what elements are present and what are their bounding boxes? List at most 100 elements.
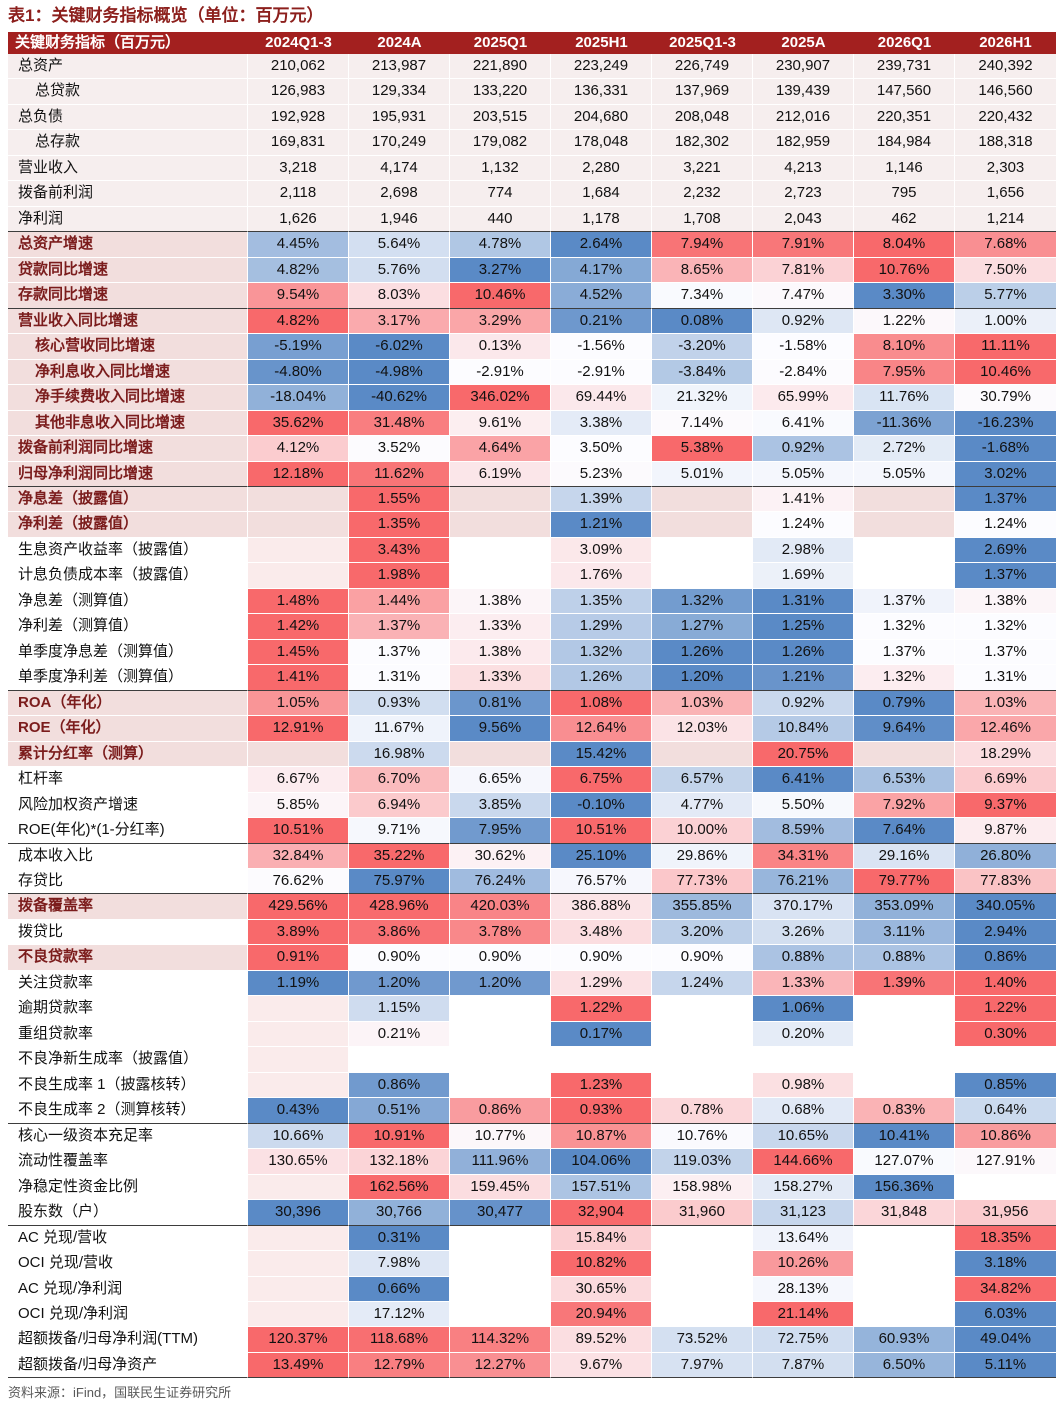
data-cell: 30,477 <box>450 1200 551 1226</box>
data-cell: 32.84% <box>248 843 349 869</box>
row-label: 净利润 <box>8 206 248 233</box>
data-cell: 65.99% <box>753 385 854 411</box>
row-label: 风险加权资产增速 <box>8 792 248 819</box>
table-row: 超额拨备/归母净资产 13.49% 12.79% 12.27% 9.67% 7.97% 7.… <box>8 1352 1056 1379</box>
data-cell <box>652 486 753 513</box>
data-cell <box>753 1047 854 1073</box>
table-header-row: 关键财务指标（百万元） 2024Q1-3 2024A 2025Q1 2025H1… <box>8 32 1056 54</box>
data-cell <box>854 486 955 513</box>
data-cell: 3.02% <box>955 461 1056 487</box>
data-cell: 34.82% <box>955 1276 1056 1302</box>
data-cell: 1.48% <box>248 588 349 615</box>
data-cell: 1.19% <box>248 970 349 997</box>
data-cell: 11.67% <box>349 716 450 742</box>
data-cell: 3.50% <box>551 436 652 462</box>
row-label: OCI 兑现/净利润 <box>8 1301 248 1328</box>
data-cell: 1.32% <box>955 614 1056 640</box>
row-label: 营业收入同比增速 <box>8 308 248 335</box>
data-cell: 1.24% <box>955 512 1056 538</box>
data-cell: 1,146 <box>854 155 955 182</box>
data-cell <box>854 996 955 1022</box>
data-cell <box>248 1225 349 1252</box>
row-label: 净利差（测算值） <box>8 614 248 640</box>
data-cell <box>248 1047 349 1073</box>
data-cell: 7.91% <box>753 232 854 258</box>
data-cell: 146,560 <box>955 79 1056 105</box>
row-label: 营业收入 <box>8 155 248 182</box>
data-cell: 137,969 <box>652 79 753 105</box>
data-cell: 9.54% <box>248 283 349 309</box>
data-cell: 1.39% <box>551 486 652 513</box>
data-cell: 16.98% <box>349 741 450 768</box>
data-cell: 31,960 <box>652 1200 753 1226</box>
table-row: 总贷款 126,983 129,334 133,220 136,331 137,969 13… <box>8 79 1056 105</box>
data-cell: 3.78% <box>450 919 551 946</box>
data-cell: -18.04% <box>248 385 349 411</box>
data-cell <box>652 1047 753 1073</box>
data-cell: 10.46% <box>450 283 551 309</box>
data-cell: 0.81% <box>450 690 551 717</box>
data-cell <box>652 996 753 1022</box>
data-cell: 10.87% <box>551 1123 652 1150</box>
data-cell: 1.20% <box>349 970 450 997</box>
data-cell: 210,062 <box>248 54 349 80</box>
row-label: 净手续费收入同比增速 <box>8 385 248 411</box>
data-cell: 1.05% <box>248 690 349 717</box>
data-cell: 1.29% <box>551 614 652 640</box>
data-cell: 0.64% <box>955 1098 1056 1124</box>
data-cell: 5.01% <box>652 461 753 487</box>
table-row: 拨贷比 3.89% 3.86% 3.78% 3.48% 3.20% 3.26% 3.11% 2.… <box>8 919 1056 946</box>
column-header-2024a: 2024A <box>377 34 422 51</box>
data-cell: 7.98% <box>349 1251 450 1277</box>
data-cell: 192,928 <box>248 104 349 131</box>
data-cell: 9.64% <box>854 716 955 742</box>
data-cell: 104.06% <box>551 1149 652 1175</box>
table-row: 营业收入同比增速 4.82% 3.17% 3.29% 0.21% 0.08% 0.92% 1.… <box>8 308 1056 335</box>
data-cell: 72.75% <box>753 1327 854 1353</box>
column-header-2025a: 2025A <box>781 34 826 51</box>
data-cell <box>955 1174 1056 1201</box>
data-cell: 139,439 <box>753 79 854 105</box>
data-cell: 386.88% <box>551 894 652 920</box>
table-row: 拨备覆盖率 429.56% 428.96% 420.03% 386.88% 355.85%… <box>8 894 1056 920</box>
data-cell: 7.81% <box>753 257 854 284</box>
data-cell: 15.42% <box>551 741 652 768</box>
data-cell: 2,280 <box>551 155 652 182</box>
data-cell <box>652 1225 753 1252</box>
table-row: 总资产增速 4.45% 5.64% 4.78% 2.64% 7.94% 7.91% 8.04%… <box>8 232 1056 258</box>
row-label: 流动性覆盖率 <box>8 1149 248 1175</box>
data-cell: -1.68% <box>955 436 1056 462</box>
data-cell: 79.77% <box>854 869 955 895</box>
data-cell: 10.00% <box>652 818 753 844</box>
data-cell: 1.38% <box>955 588 1056 615</box>
data-cell: 3.09% <box>551 537 652 564</box>
data-cell: 7.14% <box>652 410 753 437</box>
data-cell: 4.52% <box>551 283 652 309</box>
data-cell: 10.84% <box>753 716 854 742</box>
row-label: 总资产增速 <box>8 232 248 258</box>
data-cell: 795 <box>854 181 955 207</box>
data-cell: 3,221 <box>652 155 753 182</box>
data-cell: 346.02% <box>450 385 551 411</box>
data-cell: 76.62% <box>248 869 349 895</box>
data-cell: 178,048 <box>551 130 652 156</box>
data-cell: 5.85% <box>248 792 349 819</box>
data-cell: 0.85% <box>955 1072 1056 1099</box>
data-cell: 1.31% <box>955 665 1056 691</box>
data-cell: 2.72% <box>854 436 955 462</box>
data-cell: 75.97% <box>349 869 450 895</box>
data-cell: -1.58% <box>753 334 854 360</box>
data-cell: 0.21% <box>349 1021 450 1048</box>
data-cell: 5.11% <box>955 1352 1056 1379</box>
data-cell <box>652 1301 753 1328</box>
data-cell <box>248 1301 349 1328</box>
row-label: 净息差（披露值） <box>8 486 248 513</box>
table-row: 净息差（测算值） 1.48% 1.44% 1.38% 1.35% 1.32% 1.31% 1.… <box>8 588 1056 615</box>
row-label: AC 兑现/营收 <box>8 1225 248 1252</box>
data-cell: 1,656 <box>955 181 1056 207</box>
data-cell: -4.80% <box>248 359 349 386</box>
data-cell: 0.43% <box>248 1098 349 1124</box>
data-cell: 129,334 <box>349 79 450 105</box>
data-cell: 1.37% <box>349 639 450 666</box>
data-cell: 13.49% <box>248 1352 349 1379</box>
